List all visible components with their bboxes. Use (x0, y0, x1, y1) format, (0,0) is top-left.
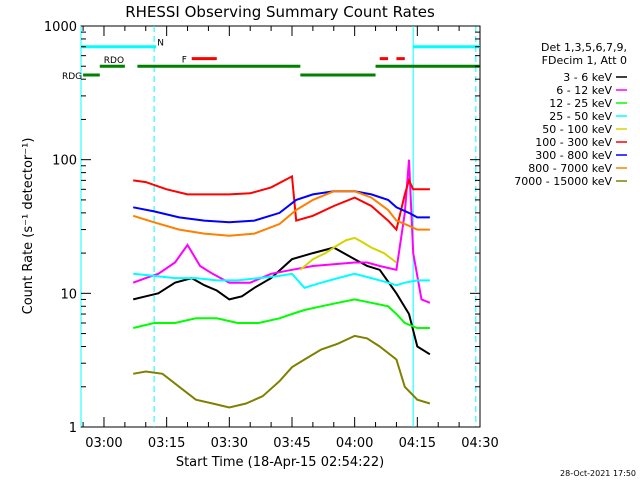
series-line (132, 190, 430, 237)
series-line (132, 298, 430, 329)
legend-entry-label: 25 - 50 keV (549, 110, 612, 123)
plot-frame (80, 25, 481, 428)
legend-entry-label: 300 - 800 keV (535, 149, 612, 162)
y-tick-label: 10 (60, 287, 77, 302)
orbit-bar-label: RDO (104, 56, 124, 66)
series-line (133, 174, 430, 232)
legend-entry-label: 100 - 300 keV (535, 136, 612, 149)
legend-entry-label: 3 - 6 keV (563, 71, 612, 84)
series-line (132, 246, 431, 356)
y-axis-label: Count Rate (s⁻¹ detector⁻¹) (21, 138, 36, 315)
chart-title: RHESSI Observing Summary Count Rates (125, 3, 435, 21)
series-line (299, 236, 398, 271)
y-tick-label: 100 (52, 154, 77, 169)
x-tick-label: 04:00 (336, 436, 373, 451)
legend-entry-label: 7000 - 15000 keV (514, 175, 612, 188)
footer-stamp: 28-Oct-2021 17:50 (560, 469, 636, 478)
series-line (133, 190, 430, 224)
legend-header: FDecim 1, Att 0 (542, 54, 627, 67)
legend-header: Det 1,3,5,6,7,9, (541, 41, 627, 54)
x-tick-label: 04:30 (461, 436, 498, 451)
legend-entry-label: 800 - 7000 keV (528, 162, 612, 175)
legend-entry-label: 12 - 25 keV (549, 97, 612, 110)
orbit-bar-label: N (157, 39, 164, 49)
x-tick-label: 04:15 (399, 436, 436, 451)
x-tick-label: 03:45 (273, 436, 310, 451)
x-tick-label: 03:15 (148, 436, 185, 451)
series-line (133, 334, 431, 409)
y-tick-label: 1 (69, 421, 77, 436)
orbit-bar-label: RDG (62, 72, 82, 82)
x-tick-label: 03:00 (85, 436, 122, 451)
series-line (133, 272, 430, 289)
orbit-bar-label: F (182, 56, 187, 66)
x-tick-label: 03:30 (211, 436, 248, 451)
y-tick-label: 1000 (44, 20, 77, 35)
legend-entry-label: 50 - 100 keV (542, 123, 612, 136)
legend-entry-label: 6 - 12 keV (556, 84, 612, 97)
x-axis-label: Start Time (18-Apr-15 02:54:22) (176, 455, 384, 470)
